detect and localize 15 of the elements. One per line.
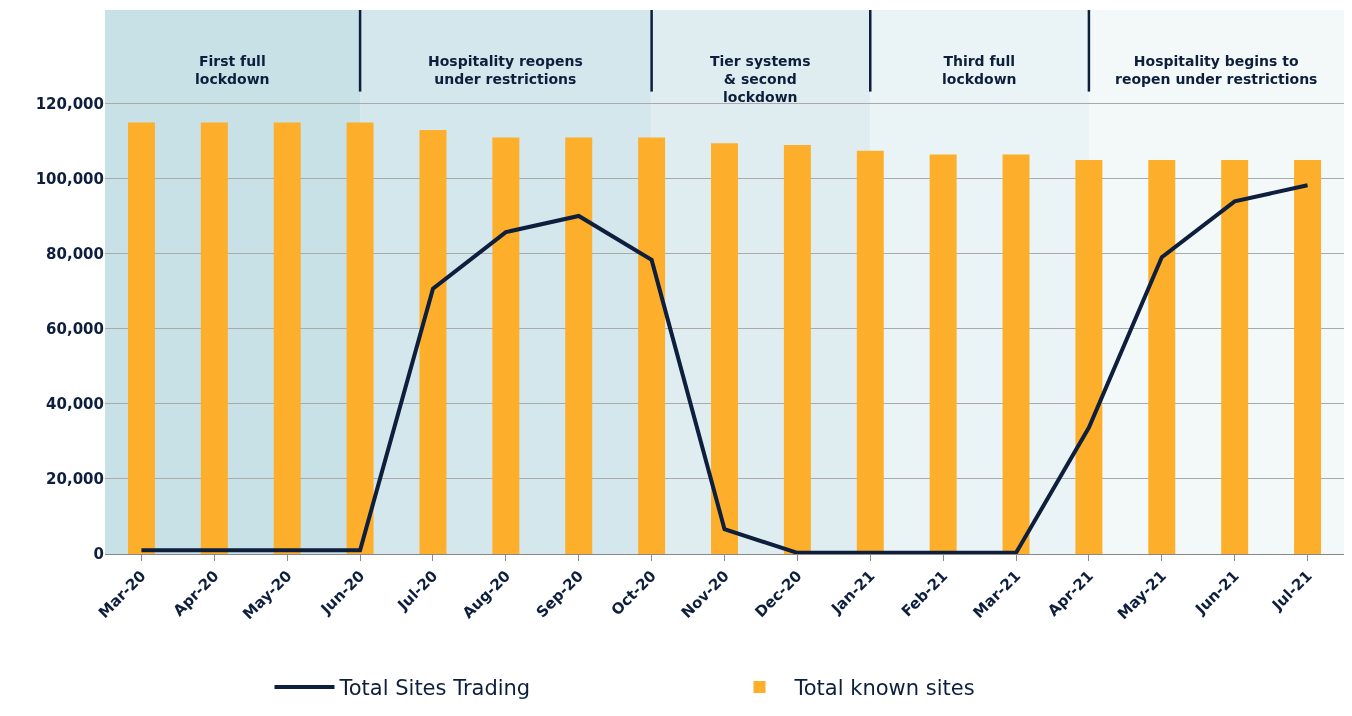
legend-label: Total known sites [793,676,975,701]
line-series [139,183,1310,554]
legend-label: Total Sites Trading [338,676,531,701]
y-tick-label: 80,000 [46,245,104,264]
band-label: Tier systems & second lockdown [710,53,811,106]
band-label: Hospitality begins to reopen under restrictions [1115,53,1318,88]
band-label: First full lockdown [195,53,270,88]
band-label: Third full lockdown [942,53,1017,88]
y-tick-label: 40,000 [46,395,104,414]
y-tick-label: 120,000 [35,95,104,114]
y-tick-label: 20,000 [46,470,104,489]
band-label: Hospitality reopens under restrictions [428,53,583,88]
y-tick-label: 0 [93,545,104,564]
y-tick-label: 60,000 [46,320,104,339]
y-tick-label: 100,000 [35,170,104,189]
